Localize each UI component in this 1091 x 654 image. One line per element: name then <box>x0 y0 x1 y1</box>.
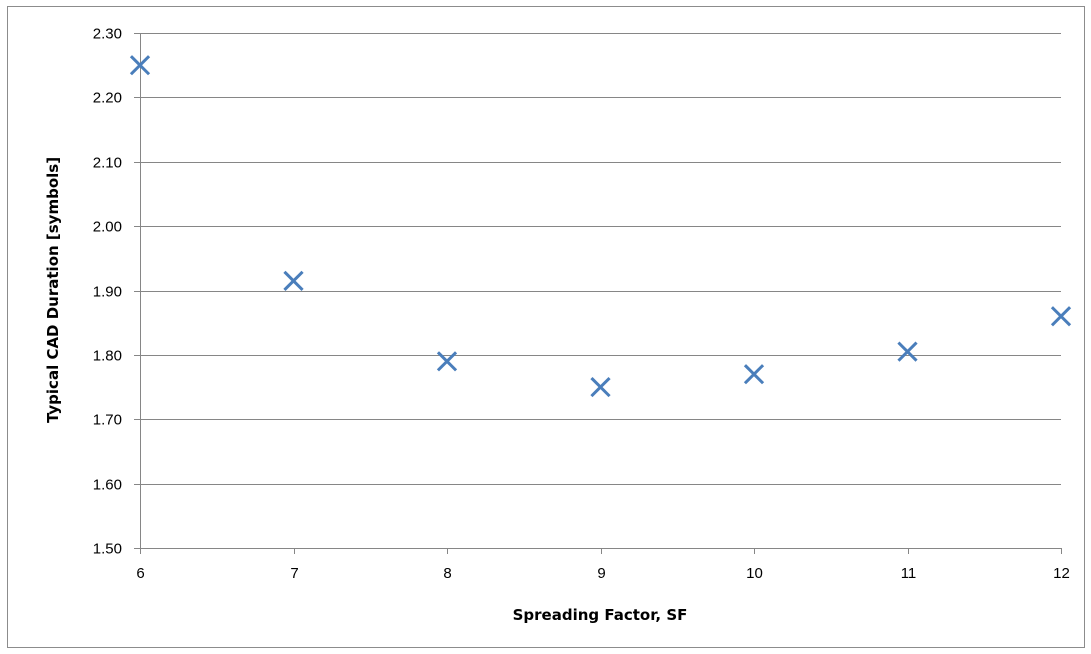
y-axis-title: Typical CAD Duration [symbols] <box>44 157 62 423</box>
data-points <box>129 55 1072 398</box>
data-point <box>743 364 765 385</box>
x-tick-label: 11 <box>901 565 917 582</box>
data-point <box>1050 306 1072 327</box>
y-tick-labels: 1.50 1.60 1.70 1.80 1.90 2.00 2.10 2.20 2.30 <box>93 26 122 558</box>
y-tick-label: 2.10 <box>93 155 122 172</box>
data-point <box>590 376 611 398</box>
x-tick-label: 7 <box>290 565 298 582</box>
y-tick-label: 2.20 <box>93 90 122 107</box>
data-point <box>436 351 458 372</box>
x-axis-title: Spreading Factor, SF <box>513 606 688 624</box>
x-tick-label: 10 <box>746 565 763 582</box>
y-tick-label: 1.50 <box>93 541 122 558</box>
y-tick-label: 1.60 <box>93 477 122 494</box>
data-point <box>897 341 918 362</box>
y-tick-label: 1.90 <box>93 284 122 301</box>
x-tick-label: 12 <box>1053 565 1070 582</box>
chart-frame <box>7 6 1085 648</box>
x-tick-label: 9 <box>597 565 605 582</box>
y-tick-label: 1.70 <box>93 412 122 429</box>
x-tick-labels: 6 7 8 9 10 11 12 <box>136 565 1070 582</box>
y-tick-label: 1.80 <box>93 348 122 365</box>
gridlines <box>134 33 1062 554</box>
x-tick-label: 6 <box>136 565 144 582</box>
y-tick-label: 2.30 <box>93 26 122 43</box>
y-tick-label: 2.00 <box>93 219 122 236</box>
data-point <box>283 270 304 291</box>
axes <box>140 33 1061 549</box>
x-tick-label: 8 <box>443 565 451 582</box>
data-point <box>129 55 151 76</box>
